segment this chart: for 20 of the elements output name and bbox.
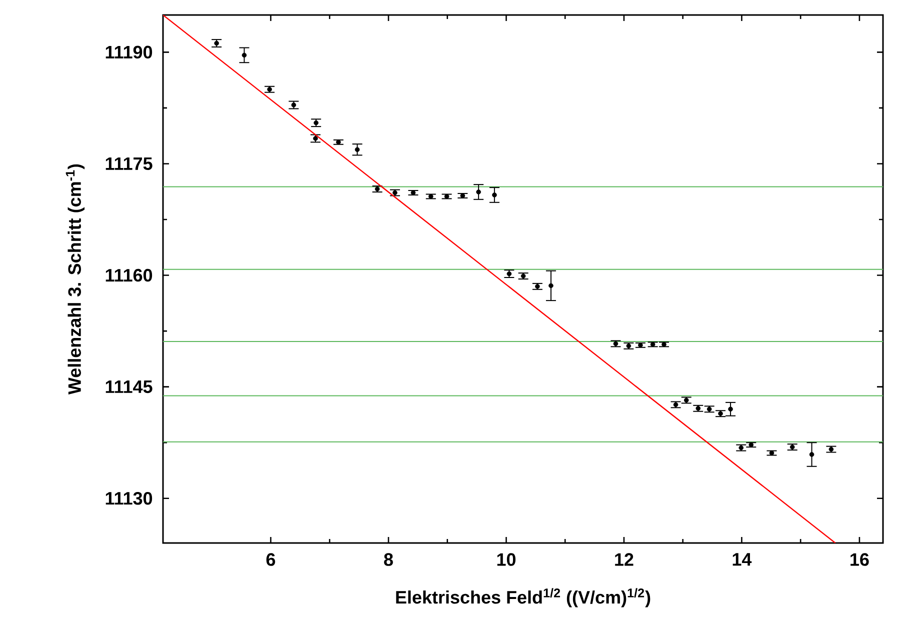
y-axis-title: Wellenzahl 3. Schritt (cm$^{-1}$)	[66, 164, 85, 395]
x-tick-label: 16	[850, 553, 869, 566]
y-tick-label: 11145	[106, 380, 152, 394]
x-tick-label: 12	[615, 553, 634, 566]
point	[548, 283, 554, 288]
x-tick-label: 14	[732, 553, 752, 566]
point	[476, 190, 481, 194]
point	[354, 147, 360, 152]
x-axis-title: Elektrisches Feld$^{1/2}$ ((V/cm)$^{1/2}$)	[396, 588, 650, 608]
y-tick-label: 11190	[106, 46, 152, 59]
y-tick-label: 11160	[106, 268, 152, 282]
point	[809, 452, 814, 457]
point	[728, 406, 733, 412]
y-tick-label: 11175	[106, 157, 152, 170]
x-tick-label: 6	[266, 553, 276, 566]
point	[492, 192, 497, 198]
point	[242, 52, 247, 58]
x-tick-label: 8	[384, 553, 393, 566]
x-tick-label: 10	[497, 553, 516, 566]
y-tick-label: 11130	[106, 492, 152, 505]
